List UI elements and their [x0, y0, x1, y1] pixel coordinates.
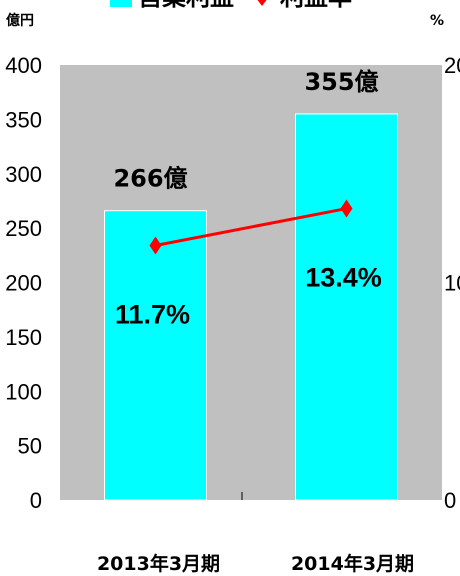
profit-margin-line	[155, 207, 347, 247]
left-axis-tick-label: 200	[5, 271, 42, 296]
line-point-marker	[149, 236, 162, 255]
bar-data-label: 355億	[304, 68, 378, 96]
left-axis-unit: 億円	[6, 12, 34, 29]
bar	[104, 210, 207, 501]
right-axis-tick-label: 0	[444, 488, 456, 513]
line-data-label: 13.4%	[305, 263, 382, 293]
right-axis-unit: %	[430, 13, 444, 29]
left-axis-tick-label: 100	[5, 379, 42, 404]
bar	[295, 113, 398, 501]
left-axis-tick-label: 250	[5, 216, 42, 241]
left-axis-tick-label: 350	[5, 107, 42, 132]
line-data-label: 11.7%	[115, 300, 190, 330]
category-label: 2013年3月期	[97, 552, 220, 575]
left-axis-tick-label: 400	[5, 53, 42, 78]
left-axis-tick-label: 150	[5, 325, 42, 350]
right-axis-tick-label: 20	[444, 53, 460, 78]
right-axis-tick-label: 10	[444, 271, 460, 296]
left-axis-tick-label: 300	[5, 162, 42, 187]
legend-line-label: 利益率	[280, 0, 352, 11]
legend-bar-label: 営業利益	[138, 0, 234, 11]
line-point-marker	[340, 199, 353, 218]
left-axis-tick-label: 50	[18, 434, 42, 459]
category-label: 2014年3月期	[291, 552, 414, 575]
legend-line-marker	[257, 0, 267, 6]
bar-data-label: 266億	[113, 165, 187, 193]
legend-bar-swatch	[110, 0, 132, 7]
left-axis-tick-label: 0	[30, 488, 42, 513]
